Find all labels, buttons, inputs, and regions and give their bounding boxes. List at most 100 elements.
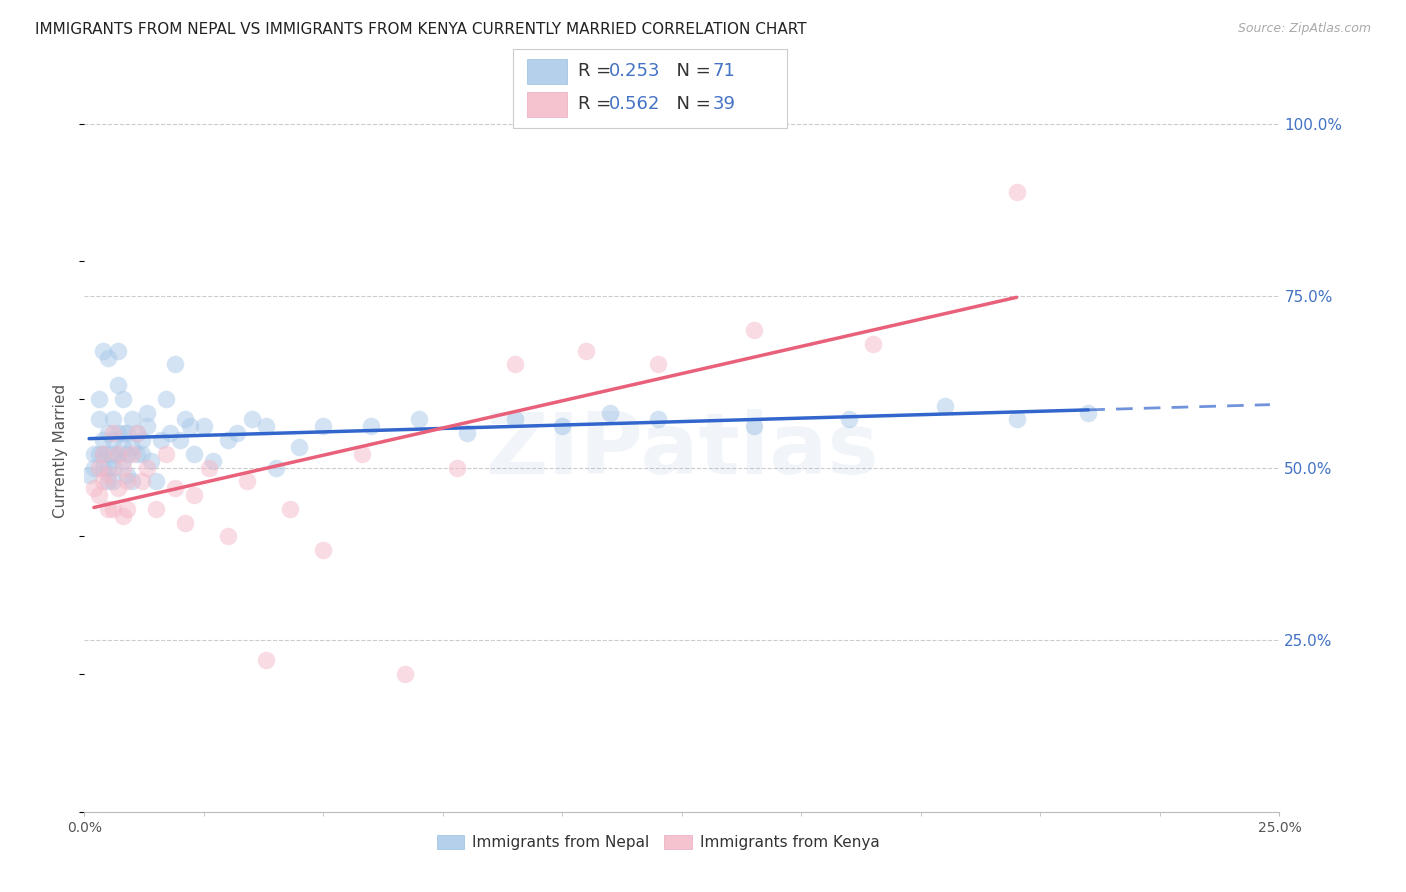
Point: [360, 419, 382, 434]
Text: R =: R =: [578, 62, 617, 80]
Point: [111, 392, 134, 406]
Point: [394, 667, 416, 681]
Point: [93, 343, 115, 358]
Point: [97, 447, 120, 461]
Point: [107, 447, 129, 461]
Point: [125, 426, 148, 441]
Point: [264, 460, 287, 475]
Point: [145, 502, 167, 516]
Point: [77, 467, 100, 482]
Point: [503, 358, 526, 372]
Point: [742, 323, 765, 337]
Point: [97, 467, 120, 482]
Point: [121, 440, 143, 454]
Point: [145, 475, 167, 489]
Text: 0.253: 0.253: [609, 62, 661, 80]
Point: [93, 460, 115, 475]
Point: [101, 412, 124, 426]
Point: [125, 426, 148, 441]
Point: [131, 433, 153, 447]
Point: [193, 419, 215, 434]
Point: [111, 508, 134, 523]
Point: [93, 447, 115, 461]
Point: [107, 378, 129, 392]
Point: [350, 447, 373, 461]
Point: [83, 460, 105, 475]
Point: [1005, 186, 1028, 200]
Point: [101, 460, 124, 475]
Point: [647, 358, 669, 372]
Point: [87, 412, 110, 426]
Point: [121, 447, 143, 461]
Point: [149, 433, 172, 447]
Point: [117, 426, 139, 441]
Point: [288, 440, 311, 454]
Point: [179, 419, 201, 434]
Point: [647, 412, 669, 426]
Point: [165, 481, 187, 495]
Point: [934, 399, 956, 413]
Point: [135, 419, 157, 434]
Point: [93, 475, 115, 489]
Point: [575, 343, 598, 358]
Point: [107, 447, 129, 461]
Point: [83, 447, 105, 461]
Point: [107, 426, 129, 441]
Point: [101, 475, 124, 489]
Point: [197, 460, 219, 475]
Point: [83, 481, 105, 495]
Point: [135, 460, 157, 475]
Point: [226, 426, 249, 441]
Point: [87, 488, 110, 502]
Point: [121, 412, 143, 426]
Point: [107, 481, 129, 495]
Point: [551, 419, 574, 434]
Point: [117, 475, 139, 489]
Point: [111, 460, 134, 475]
Text: Source: ZipAtlas.com: Source: ZipAtlas.com: [1237, 22, 1371, 36]
Legend: Immigrants from Nepal, Immigrants from Kenya: Immigrants from Nepal, Immigrants from K…: [430, 829, 886, 856]
Text: R =: R =: [578, 95, 617, 113]
Point: [278, 502, 301, 516]
Point: [165, 358, 187, 372]
Point: [183, 488, 205, 502]
Point: [101, 426, 124, 441]
Point: [111, 454, 134, 468]
Point: [87, 447, 110, 461]
Point: [155, 392, 177, 406]
Text: N =: N =: [665, 95, 717, 113]
Point: [87, 460, 110, 475]
Point: [97, 502, 120, 516]
Point: [93, 433, 115, 447]
Point: [121, 475, 143, 489]
Point: [97, 475, 120, 489]
Point: [838, 412, 860, 426]
Point: [408, 412, 430, 426]
Point: [183, 447, 205, 461]
Point: [599, 406, 621, 420]
Point: [155, 447, 177, 461]
Point: [173, 412, 195, 426]
Point: [202, 454, 225, 468]
Point: [312, 543, 335, 558]
Text: 39: 39: [713, 95, 735, 113]
Point: [117, 447, 139, 461]
Point: [159, 426, 181, 441]
Point: [173, 516, 195, 530]
Point: [742, 419, 765, 434]
Point: [101, 447, 124, 461]
Point: [131, 475, 153, 489]
Point: [254, 419, 277, 434]
Y-axis label: Currently Married: Currently Married: [53, 384, 69, 517]
Text: ZIPatlas: ZIPatlas: [485, 409, 879, 492]
Point: [240, 412, 263, 426]
Point: [1005, 412, 1028, 426]
Point: [97, 351, 120, 365]
Point: [217, 529, 239, 543]
Point: [101, 433, 124, 447]
Point: [97, 460, 120, 475]
Point: [93, 447, 115, 461]
Point: [131, 447, 153, 461]
Point: [1077, 406, 1099, 420]
Point: [862, 336, 884, 351]
